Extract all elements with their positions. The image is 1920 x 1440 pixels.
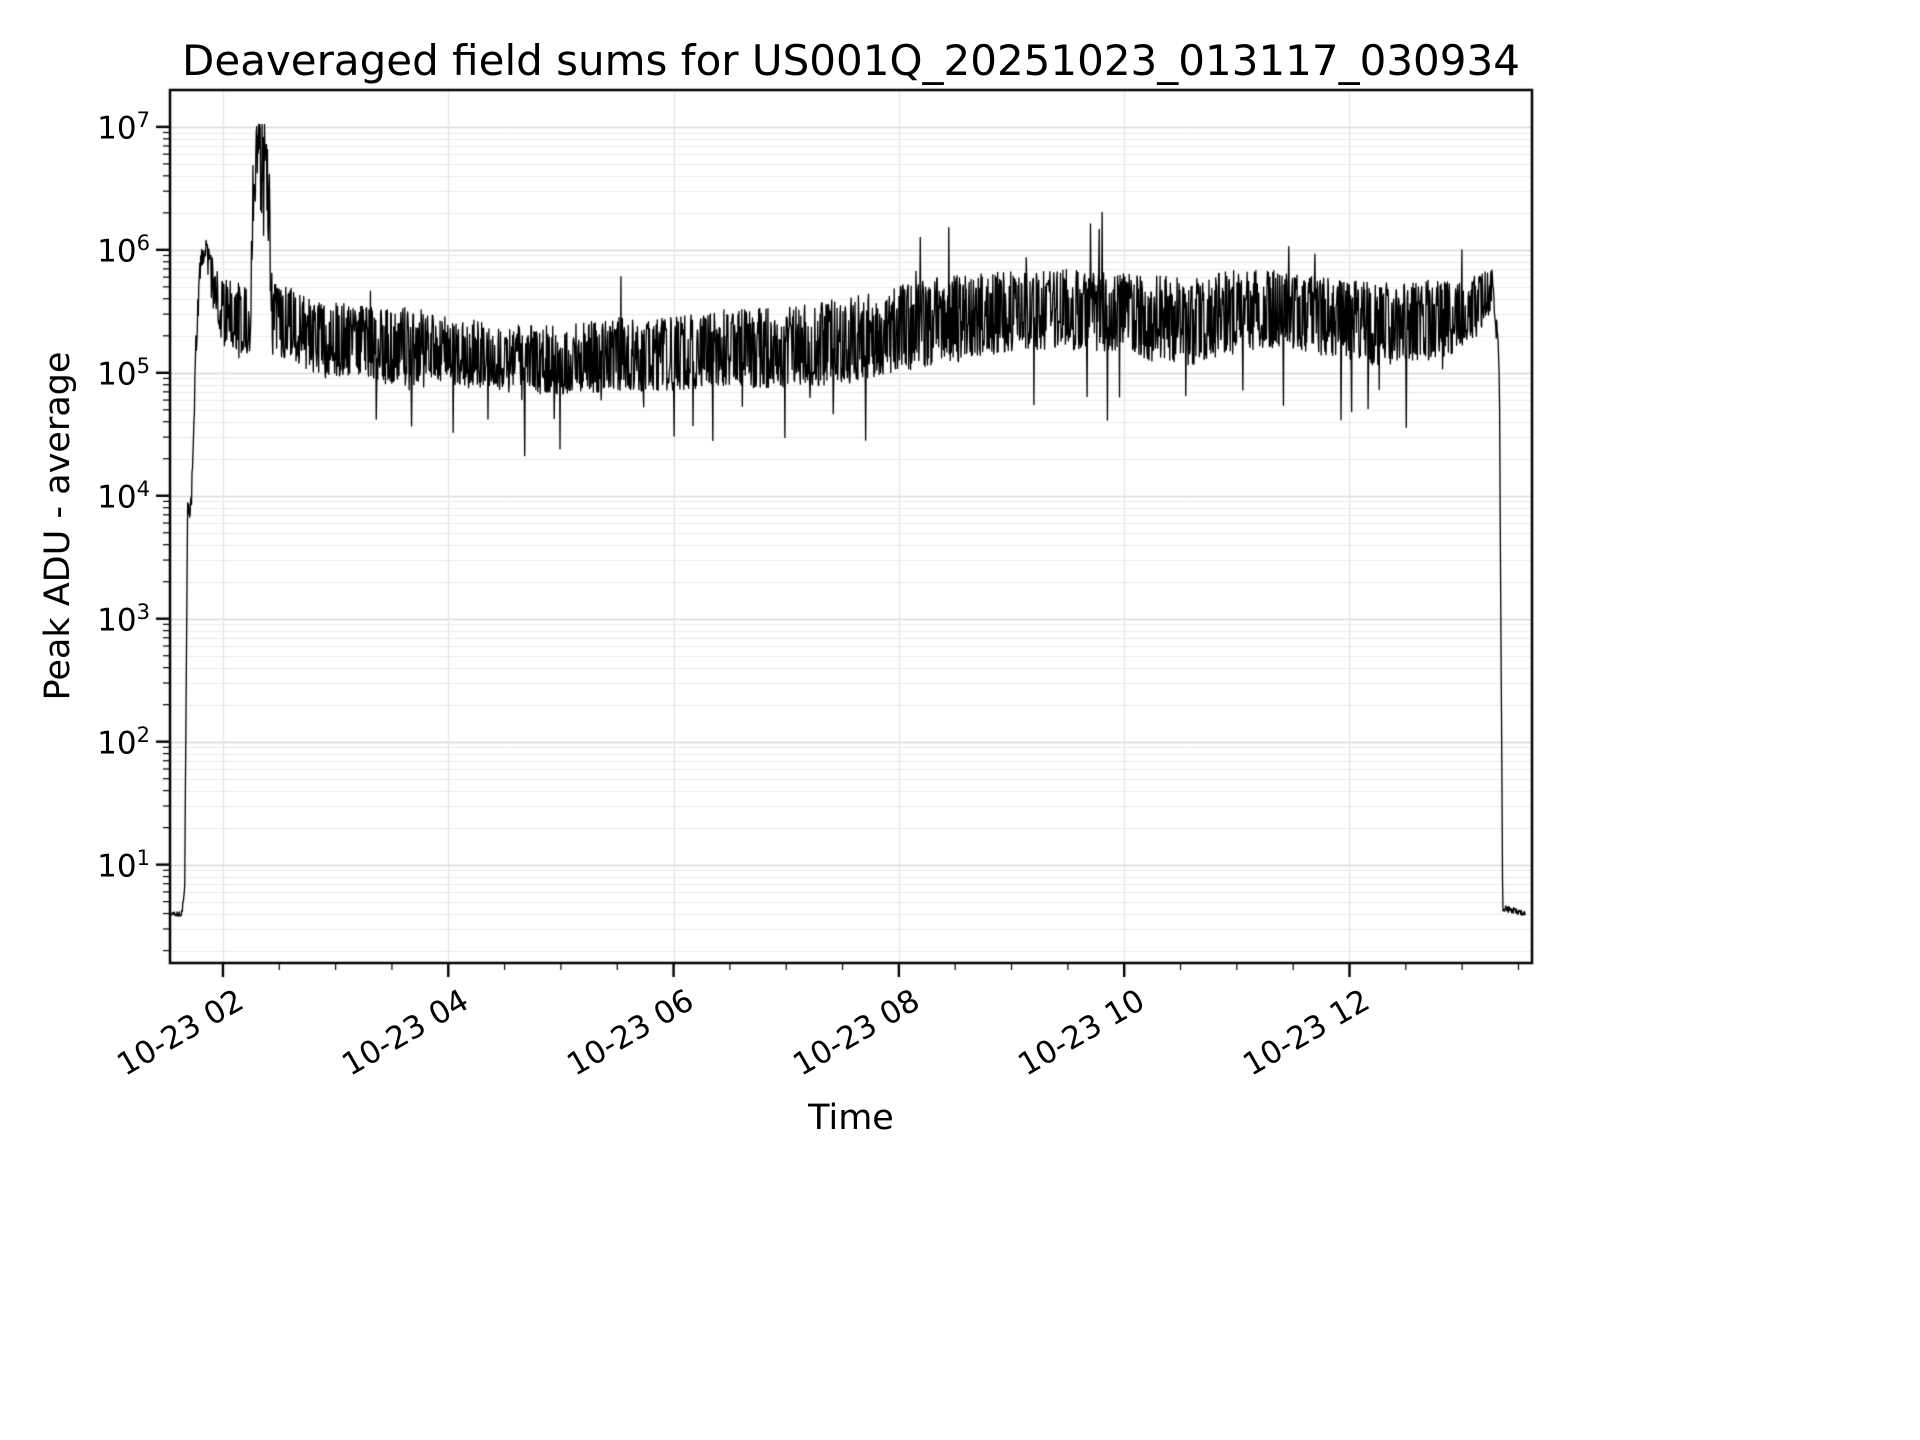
chart-title: Deaveraged field sums for US001Q_2025102… — [182, 36, 1520, 85]
y-tick-label: 105 — [97, 352, 150, 393]
y-tick-label: 101 — [97, 844, 150, 884]
y-tick-label: 107 — [97, 106, 150, 147]
y-tick-label: 103 — [97, 598, 150, 639]
y-tick-label: 106 — [97, 229, 150, 270]
y-axis-label: Peak ADU - average — [38, 351, 78, 701]
y-tick-label: 104 — [97, 475, 150, 516]
x-axis-label: Time — [808, 1098, 894, 1138]
y-tick-label: 102 — [97, 721, 150, 761]
